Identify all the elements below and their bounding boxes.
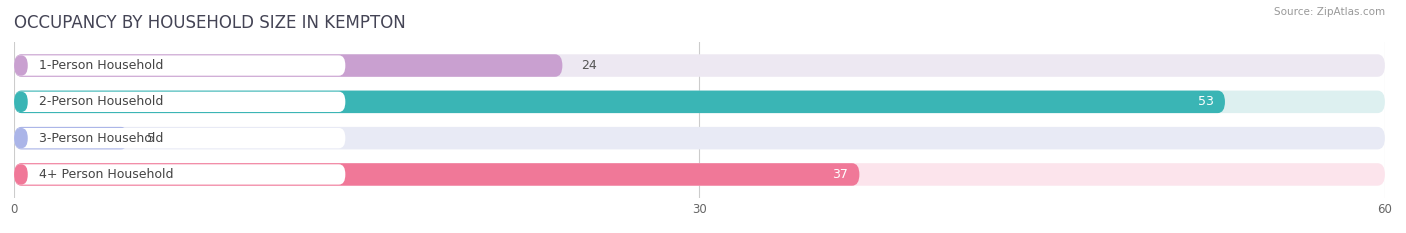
Text: 24: 24 [581,59,596,72]
FancyBboxPatch shape [14,128,28,148]
FancyBboxPatch shape [14,127,1385,149]
FancyBboxPatch shape [14,91,1225,113]
Text: 53: 53 [1198,95,1213,108]
FancyBboxPatch shape [14,54,562,77]
Text: 1-Person Household: 1-Person Household [39,59,163,72]
Text: 37: 37 [832,168,848,181]
FancyBboxPatch shape [14,91,1385,113]
FancyBboxPatch shape [14,55,346,76]
FancyBboxPatch shape [14,92,28,112]
Text: OCCUPANCY BY HOUSEHOLD SIZE IN KEMPTON: OCCUPANCY BY HOUSEHOLD SIZE IN KEMPTON [14,14,406,32]
Text: 3-Person Household: 3-Person Household [39,132,163,145]
Text: 4+ Person Household: 4+ Person Household [39,168,174,181]
Text: 2-Person Household: 2-Person Household [39,95,163,108]
FancyBboxPatch shape [14,54,1385,77]
Text: 5: 5 [146,132,155,145]
FancyBboxPatch shape [14,92,346,112]
FancyBboxPatch shape [14,164,346,185]
FancyBboxPatch shape [14,163,859,186]
FancyBboxPatch shape [14,55,28,76]
FancyBboxPatch shape [14,128,346,148]
FancyBboxPatch shape [14,163,1385,186]
FancyBboxPatch shape [14,127,128,149]
Text: Source: ZipAtlas.com: Source: ZipAtlas.com [1274,7,1385,17]
FancyBboxPatch shape [14,164,28,185]
